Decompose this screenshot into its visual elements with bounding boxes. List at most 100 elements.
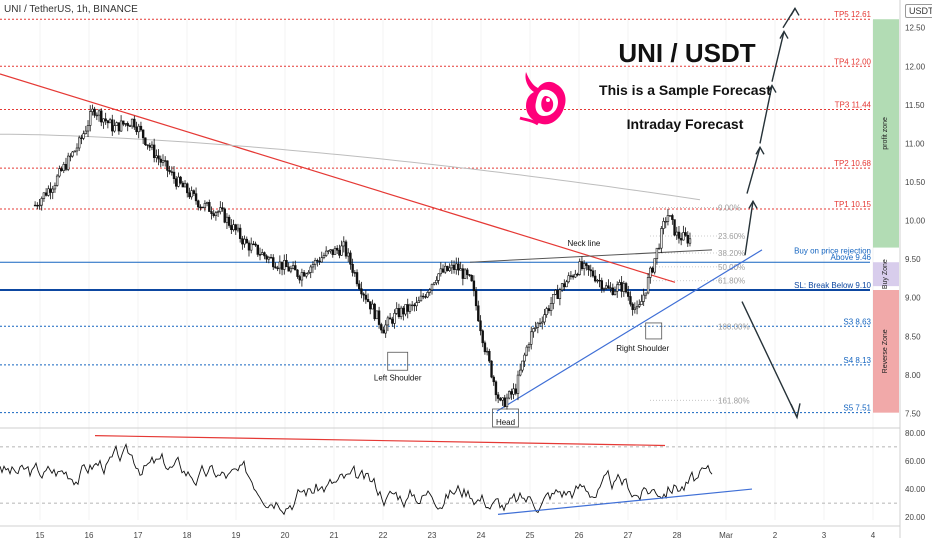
level-label: Buy on price rejection bbox=[794, 246, 871, 255]
candle-body bbox=[653, 258, 656, 273]
rsi-resistance-line bbox=[94, 435, 666, 447]
candle-body bbox=[119, 120, 123, 132]
candle-body bbox=[203, 203, 207, 208]
candle-body bbox=[75, 147, 79, 152]
candlesticks bbox=[33, 104, 692, 410]
fib-label: 161.80% bbox=[718, 396, 750, 405]
candle-body bbox=[258, 254, 262, 256]
candle-body bbox=[243, 238, 246, 245]
level-label: TP4 12.00 bbox=[834, 57, 871, 66]
level-label: S4 8.13 bbox=[843, 356, 871, 365]
candle-body bbox=[241, 238, 244, 245]
candle-body bbox=[466, 269, 469, 275]
candle-body bbox=[538, 322, 542, 325]
candle-body bbox=[399, 307, 403, 317]
candle-body bbox=[439, 268, 443, 275]
candle-body bbox=[172, 171, 176, 179]
candle-body bbox=[186, 183, 189, 194]
fib-label: 61.80% bbox=[718, 277, 745, 286]
candle-body bbox=[582, 263, 586, 269]
candle-body bbox=[459, 268, 462, 271]
candle-body bbox=[351, 263, 354, 273]
candle-body bbox=[441, 268, 445, 273]
rsi-tick-label: 80.00 bbox=[905, 429, 926, 438]
candle-body bbox=[232, 224, 235, 231]
candle-body bbox=[327, 250, 330, 252]
candle-body bbox=[309, 266, 312, 273]
candle-body bbox=[620, 282, 623, 292]
candle-body bbox=[655, 247, 659, 259]
candle-body bbox=[613, 290, 617, 295]
candle-body bbox=[161, 160, 165, 163]
candle-body bbox=[638, 304, 641, 307]
candle-body bbox=[587, 265, 590, 271]
candle-body bbox=[329, 249, 332, 252]
price-tick-label: 9.50 bbox=[905, 255, 921, 264]
zone-band bbox=[873, 19, 899, 248]
price-tick-label: 11.00 bbox=[905, 139, 925, 148]
candle-body bbox=[159, 158, 162, 163]
candle-body bbox=[640, 301, 643, 306]
candle-body bbox=[49, 188, 52, 193]
candle-body bbox=[532, 328, 535, 333]
candle-body bbox=[254, 243, 257, 246]
candle-body bbox=[64, 164, 68, 170]
arrow-head bbox=[767, 84, 777, 93]
candle-body bbox=[150, 144, 154, 148]
candle-body bbox=[324, 250, 328, 256]
pattern-box bbox=[645, 322, 663, 340]
candle-body bbox=[382, 329, 385, 334]
candle-body bbox=[223, 208, 226, 223]
candle-body bbox=[40, 198, 43, 206]
candle-body bbox=[644, 292, 648, 296]
rsi-line bbox=[0, 442, 713, 516]
candle-body bbox=[642, 294, 645, 302]
forecast-arrow-up bbox=[744, 201, 754, 256]
candle-body bbox=[450, 264, 454, 269]
candle-body bbox=[662, 221, 665, 229]
candle-body bbox=[421, 295, 425, 298]
candle-body bbox=[47, 188, 50, 196]
candle-body bbox=[646, 277, 650, 294]
fib-label: 100.00% bbox=[718, 322, 750, 331]
candle-body bbox=[452, 264, 456, 270]
candle-body bbox=[300, 272, 304, 281]
candle-body bbox=[53, 185, 57, 190]
candle-body bbox=[485, 350, 489, 353]
candle-body bbox=[602, 288, 606, 290]
candle-body bbox=[135, 126, 138, 133]
candle-body bbox=[155, 155, 158, 158]
candle-body bbox=[205, 202, 209, 204]
time-tick-label: 15 bbox=[36, 531, 45, 540]
level-label: TP5 12.61 bbox=[834, 10, 871, 19]
candle-body bbox=[616, 284, 619, 292]
time-tick-label: 2 bbox=[773, 531, 778, 540]
candle-body bbox=[177, 176, 180, 187]
currency-badge[interactable]: USDT bbox=[905, 4, 932, 18]
candle-body bbox=[144, 137, 147, 146]
candle-body bbox=[673, 219, 676, 236]
candle-body bbox=[95, 114, 99, 117]
candle-body bbox=[503, 397, 506, 407]
candle-body bbox=[657, 247, 661, 250]
candle-body bbox=[139, 125, 143, 131]
candle-body bbox=[141, 129, 145, 139]
time-tick-label: 25 bbox=[526, 531, 535, 540]
candle-body bbox=[525, 346, 529, 356]
candle-body bbox=[111, 119, 114, 132]
pattern-label: Head bbox=[496, 418, 515, 427]
candle-body bbox=[194, 193, 198, 202]
forecast-arrow-up bbox=[759, 85, 773, 144]
candle-body bbox=[55, 175, 59, 186]
candle-body bbox=[212, 213, 215, 216]
candle-body bbox=[492, 376, 495, 383]
candle-body bbox=[633, 307, 637, 310]
candle-body bbox=[516, 374, 520, 394]
candle-body bbox=[360, 288, 363, 295]
candle-body bbox=[521, 360, 524, 371]
candle-body bbox=[402, 307, 405, 315]
pattern-label: Left Shoulder bbox=[374, 373, 422, 382]
price-tick-label: 10.50 bbox=[905, 178, 926, 187]
candle-body bbox=[318, 260, 321, 263]
time-tick-label: 28 bbox=[673, 531, 682, 540]
